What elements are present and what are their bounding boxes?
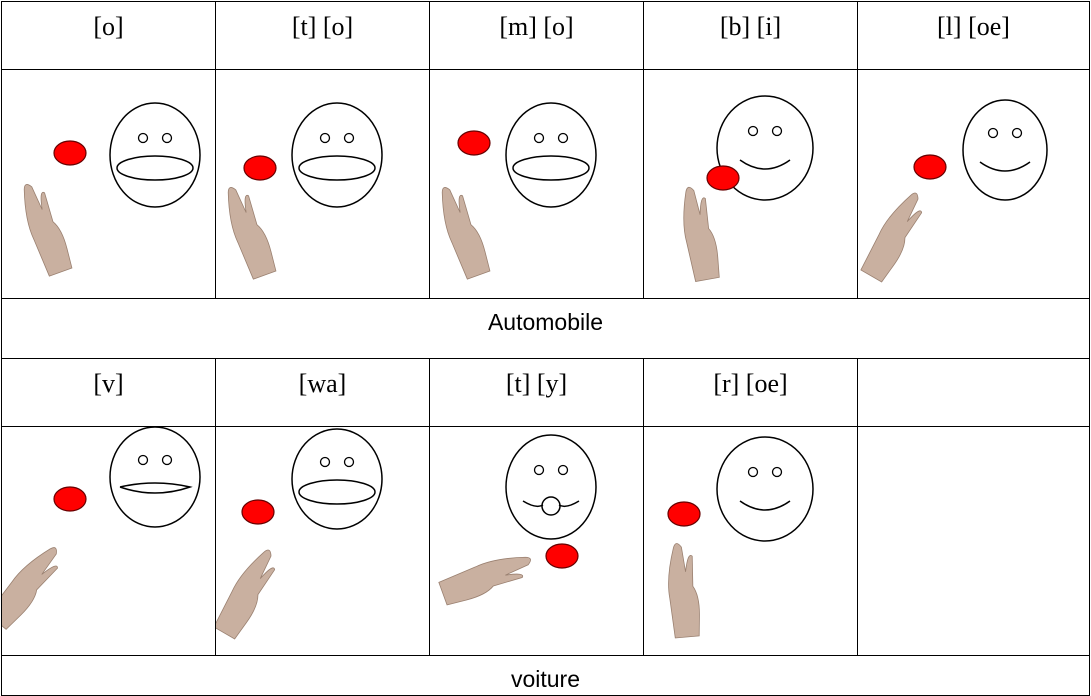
syllable-cell: [t] [o] <box>215 1 430 70</box>
image-cell <box>1 426 216 656</box>
sign-drawing <box>667 436 814 639</box>
image-row <box>1 426 1090 656</box>
sign-drawing <box>860 99 1048 283</box>
syllable-cell: [m] [o] <box>429 1 644 70</box>
syllable-row: [o] [t] [o] [m] [o] [b] [i] [l] [oe] <box>1 1 1090 70</box>
image-cell <box>429 426 644 656</box>
syllable-cell <box>857 358 1090 427</box>
image-cell <box>1 69 216 299</box>
image-cell <box>643 69 858 299</box>
syllable-cell: [t] [y] <box>429 358 644 427</box>
sign-drawing <box>227 102 383 280</box>
syllable-cell: [v] <box>1 358 216 427</box>
syllable-cell: [o] <box>1 1 216 70</box>
word-row: Automobile <box>1 298 1090 359</box>
syllable-cell: [b] [i] <box>643 1 858 70</box>
word-cell: voiture <box>1 655 1090 696</box>
syllable-cell: [r] [oe] <box>643 358 858 427</box>
sign-drawing <box>438 434 597 606</box>
image-cell <box>215 69 430 299</box>
image-cell <box>857 426 1090 656</box>
syllable-row: [v] [wa] [t] [y] [r] [oe] <box>1 358 1090 427</box>
image-cell <box>215 426 430 656</box>
syllable-cell: [wa] <box>215 358 430 427</box>
syllable-cell: [l] [oe] <box>857 1 1090 70</box>
image-cell <box>643 426 858 656</box>
word-row: voiture <box>1 655 1090 696</box>
image-cell <box>429 69 644 299</box>
sign-drawing <box>441 102 597 280</box>
image-row <box>1 69 1090 299</box>
word-cell: Automobile <box>1 298 1090 359</box>
sign-drawing <box>216 428 383 640</box>
image-cell <box>857 69 1090 299</box>
sign-drawing <box>683 95 814 282</box>
sign-drawing <box>23 102 201 277</box>
sign-drawing <box>2 427 201 630</box>
